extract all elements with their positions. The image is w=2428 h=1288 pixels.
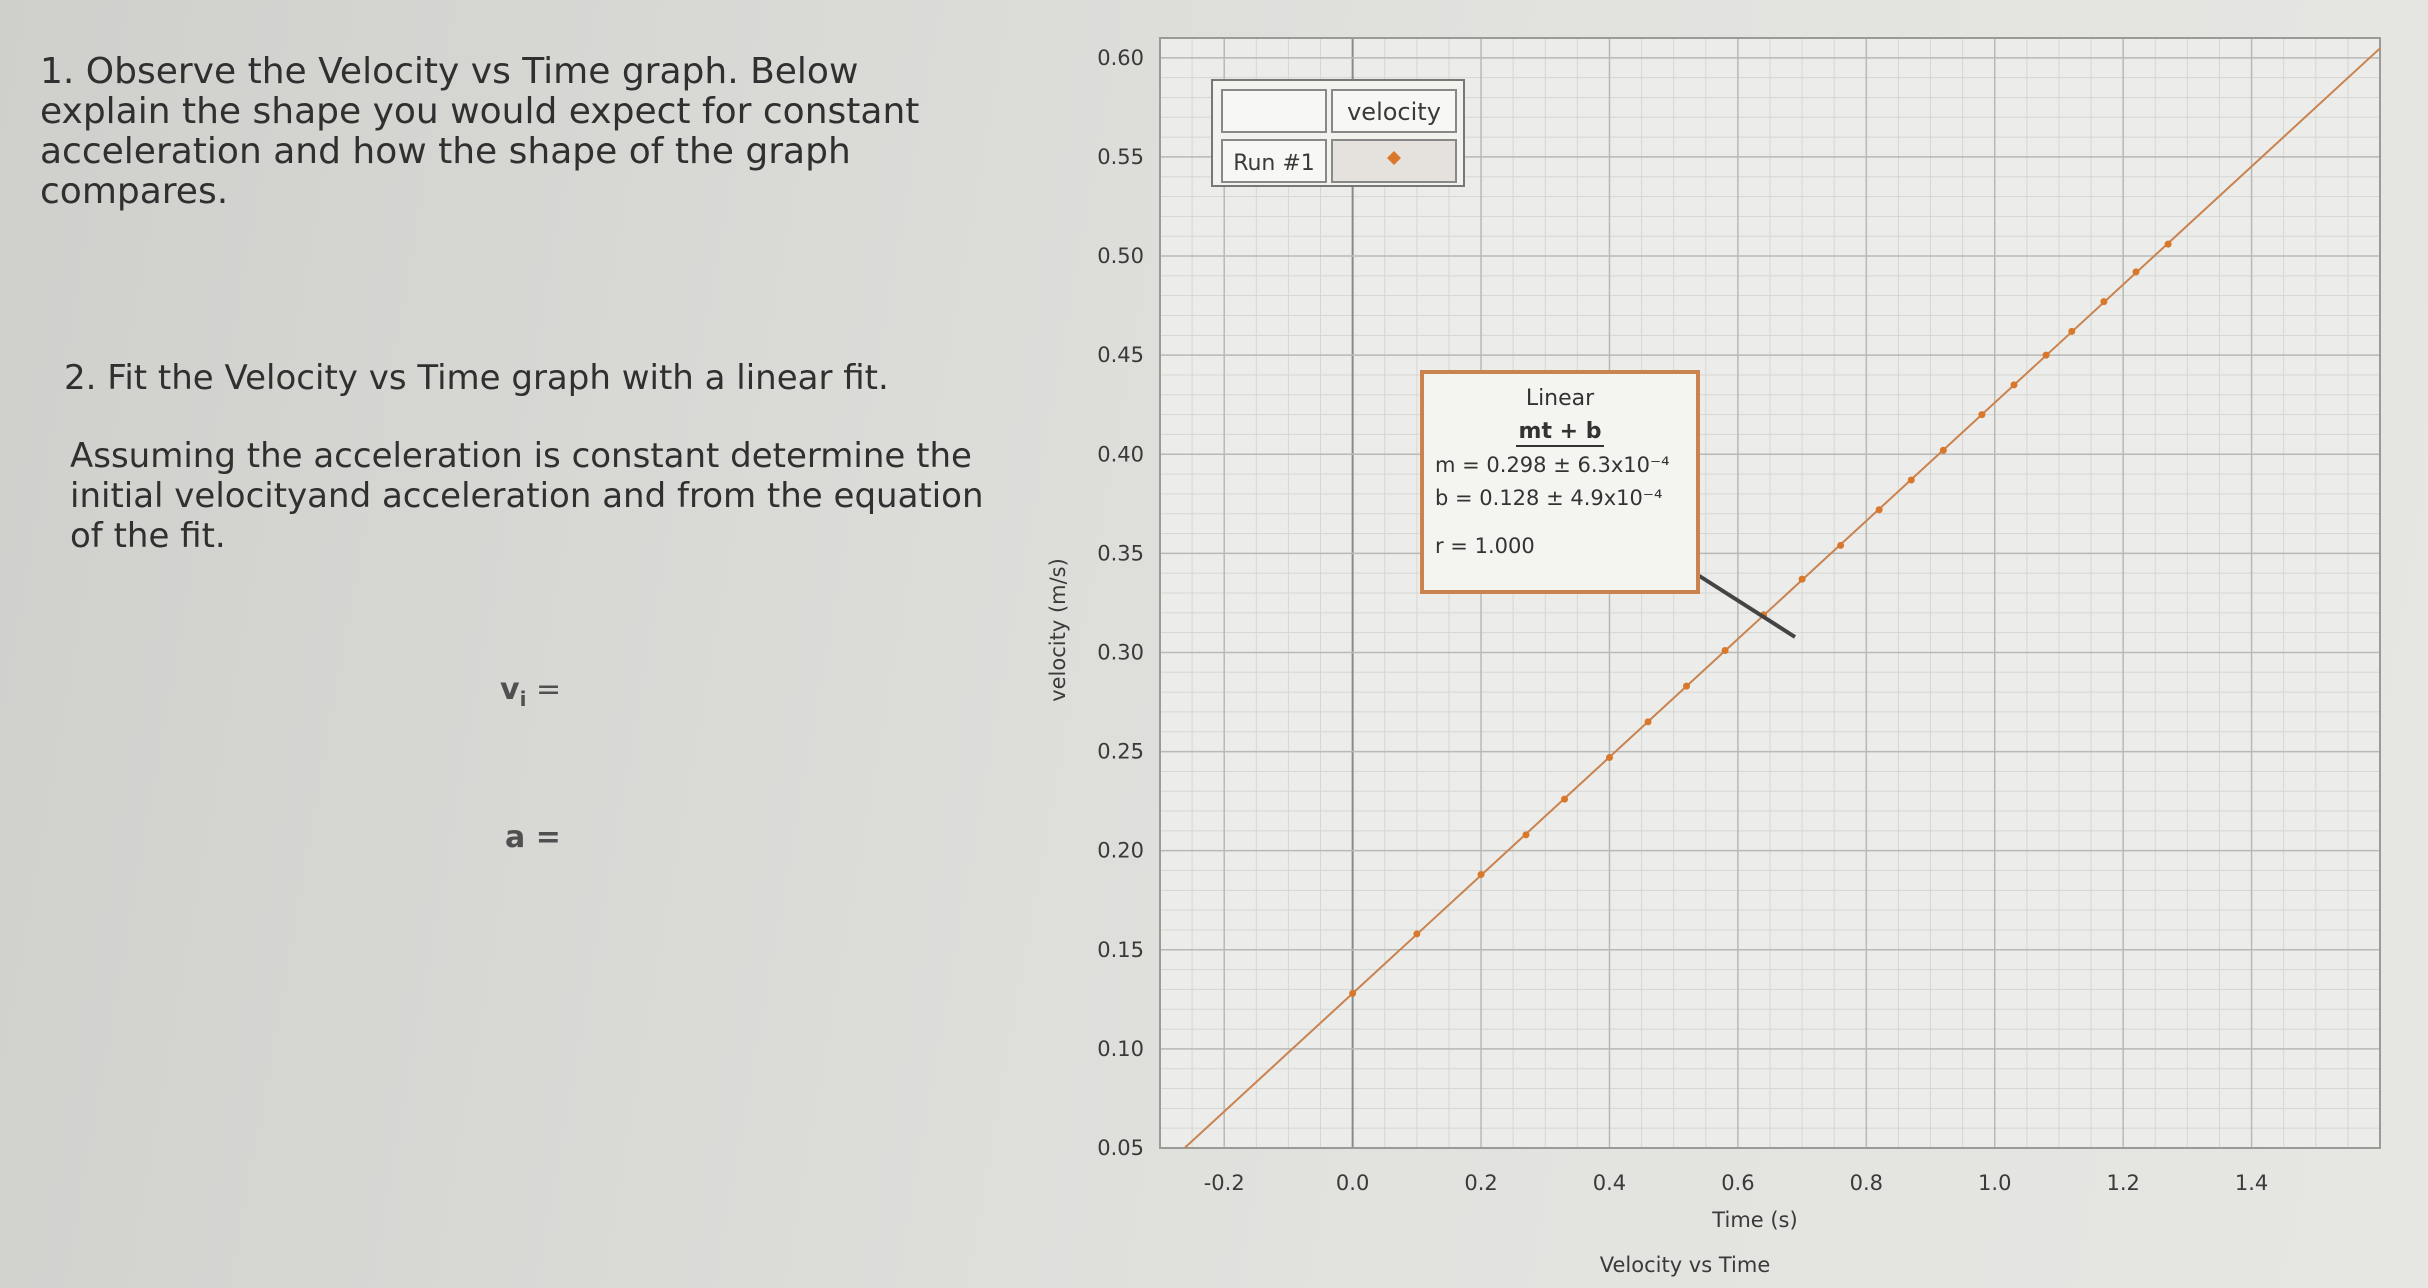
y-tick-label: 0.45 bbox=[1097, 343, 1144, 367]
data-point[interactable] bbox=[2164, 240, 2172, 248]
data-point[interactable] bbox=[1413, 930, 1421, 938]
question-2-title: 2. Fit the Velocity vs Time graph with a… bbox=[64, 358, 889, 398]
axes bbox=[1159, 37, 2381, 1149]
vi-subscript: i bbox=[519, 687, 527, 711]
fit-equation: mt + b bbox=[1519, 419, 1602, 444]
linear-fit-line bbox=[1183, 47, 2381, 1149]
data-point[interactable] bbox=[2010, 381, 2018, 389]
data-point[interactable] bbox=[1561, 795, 1569, 803]
legend[interactable]: velocity Run #1 bbox=[1211, 79, 1465, 187]
y-tick-label: 0.35 bbox=[1097, 541, 1144, 565]
fit-title: Linear bbox=[1526, 386, 1595, 411]
x-tick-label: 1.0 bbox=[1978, 1171, 2011, 1195]
y-axis-label: velocity (m/s) bbox=[1046, 558, 1070, 702]
data-point[interactable] bbox=[2132, 268, 2140, 276]
a-label-text: a = bbox=[505, 820, 561, 855]
vi-letter: v bbox=[500, 672, 520, 707]
x-tick-label: 0.4 bbox=[1593, 1171, 1626, 1195]
data-point[interactable] bbox=[1875, 506, 1883, 514]
legend-marker-icon bbox=[1387, 151, 1401, 165]
y-tick-label: 0.20 bbox=[1097, 839, 1144, 863]
chart-title: Velocity vs Time bbox=[1600, 1253, 1771, 1277]
question-1-text: 1. Observe the Velocity vs Time graph. B… bbox=[40, 51, 920, 212]
legend-run-cell bbox=[1221, 139, 1327, 183]
plot-border bbox=[1159, 37, 2381, 1149]
x-tick-label: 1.4 bbox=[2235, 1171, 2268, 1195]
y-tick-label: 0.50 bbox=[1097, 244, 1144, 268]
data-point[interactable] bbox=[2100, 298, 2108, 306]
y-tick-label: 0.15 bbox=[1097, 938, 1144, 962]
x-tick-label: 0.0 bbox=[1336, 1171, 1369, 1195]
initial-velocity-label: vi = bbox=[500, 672, 772, 711]
data-point[interactable] bbox=[1644, 718, 1652, 726]
x-tick-label: 0.8 bbox=[1850, 1171, 1883, 1195]
legend-header: velocity bbox=[1347, 98, 1441, 126]
y-tick-label: 0.10 bbox=[1097, 1037, 1144, 1061]
fit-line bbox=[1183, 47, 2381, 1149]
acceleration-label: a = bbox=[505, 820, 771, 855]
data-point[interactable] bbox=[2068, 327, 2076, 335]
velocity-time-chart[interactable]: -0.2 0.0 0.2 0.4 0.6 0.8 1.0 1.2 1.4 0.05 0.10 0.15… bbox=[1030, 0, 2428, 1288]
callout-leader bbox=[1688, 568, 1797, 639]
y-tick-label: 0.25 bbox=[1097, 740, 1144, 764]
tick-labels: -0.2 0.0 0.2 0.4 0.6 0.8 1.0 1.2 1.4 0.05 0.10 0.15… bbox=[1097, 46, 2268, 1195]
data-point[interactable] bbox=[1939, 446, 1947, 454]
data-point[interactable] bbox=[1522, 831, 1530, 839]
x-tick-label: 0.6 bbox=[1721, 1171, 1754, 1195]
data-point[interactable] bbox=[1683, 682, 1691, 690]
data-point[interactable] bbox=[1978, 411, 1986, 419]
data-point[interactable] bbox=[1721, 646, 1729, 654]
fit-callout[interactable]: Linear mt + b m = 0.298 ± 6.3x10⁻⁴ b = 0… bbox=[1420, 370, 1797, 639]
fit-m-line: m = 0.298 ± 6.3x10⁻⁴ bbox=[1435, 453, 1670, 477]
data-point[interactable] bbox=[1907, 476, 1915, 484]
legend-run-label: Run #1 bbox=[1233, 151, 1315, 176]
x-tick-label: -0.2 bbox=[1204, 1171, 1245, 1195]
fit-r-line: r = 1.000 bbox=[1435, 534, 1535, 558]
data-point[interactable] bbox=[1798, 575, 1806, 583]
data-point[interactable] bbox=[2042, 351, 2050, 359]
data-point[interactable] bbox=[1477, 870, 1485, 878]
legend-header-cell bbox=[1331, 89, 1457, 133]
x-tick-label: 1.2 bbox=[2106, 1171, 2139, 1195]
vi-equals: = bbox=[526, 672, 562, 707]
data-point[interactable] bbox=[1837, 541, 1845, 549]
y-tick-label: 0.60 bbox=[1097, 46, 1144, 70]
x-tick-label: 0.2 bbox=[1464, 1171, 1497, 1195]
fit-box bbox=[1420, 370, 1700, 594]
legend-empty-cell bbox=[1221, 89, 1327, 133]
y-tick-label: 0.55 bbox=[1097, 145, 1144, 169]
question-2-body: Assuming the acceleration is constant de… bbox=[70, 436, 984, 556]
data-point[interactable] bbox=[1605, 754, 1613, 762]
y-tick-label: 0.40 bbox=[1097, 442, 1144, 466]
y-tick-label: 0.05 bbox=[1097, 1136, 1144, 1160]
x-axis-label: Time (s) bbox=[1711, 1208, 1797, 1232]
data-point[interactable] bbox=[1349, 989, 1357, 997]
y-tick-label: 0.30 bbox=[1097, 640, 1144, 664]
fit-b-line: b = 0.128 ± 4.9x10⁻⁴ bbox=[1435, 486, 1662, 510]
